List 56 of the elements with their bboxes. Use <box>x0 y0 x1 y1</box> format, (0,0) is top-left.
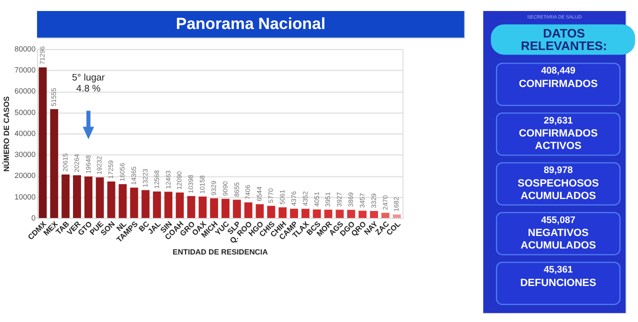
data-label: 29,631 <box>544 115 574 126</box>
bar <box>84 176 92 218</box>
bar <box>73 175 82 218</box>
bar <box>278 207 287 218</box>
y-tick-label: 80000 <box>14 44 36 54</box>
bar <box>164 192 172 218</box>
bar <box>130 188 138 218</box>
bar <box>267 206 276 218</box>
bar <box>118 184 127 218</box>
y-tick-label: 10000 <box>14 192 36 202</box>
bar <box>336 210 344 218</box>
category-label: CONFIRMADOS ACTIVOS <box>518 128 598 152</box>
bar <box>370 210 378 218</box>
data-label: 45,361 <box>544 264 574 276</box>
bar <box>210 198 218 218</box>
y-tick-label: 20000 <box>14 171 36 180</box>
y-tick-label: 40000 <box>14 128 36 138</box>
bar <box>107 182 116 218</box>
y-tick-label: 70000 <box>14 66 36 75</box>
bar <box>198 196 207 218</box>
bar <box>152 191 161 218</box>
bar <box>347 210 356 218</box>
bar <box>301 208 310 218</box>
bar <box>256 204 264 218</box>
bar <box>358 210 367 218</box>
bar <box>222 198 230 218</box>
bar <box>290 208 298 218</box>
y-tick-label: 50000 <box>14 108 36 117</box>
bar <box>381 212 390 218</box>
bar <box>62 174 70 218</box>
y-tick-label: 60000 <box>14 86 36 96</box>
annotation: 5° lugar 4.8 % <box>72 72 105 95</box>
y-tick-label: 0 <box>31 213 36 222</box>
y-tick-label: 30000 <box>14 150 36 160</box>
bar <box>232 200 241 218</box>
data-label: 408,449 <box>541 66 576 77</box>
bar <box>244 202 252 218</box>
bar <box>324 210 332 218</box>
bar <box>50 109 58 218</box>
bar <box>187 196 196 218</box>
category-label: SOSPECHOSOS ACUMULADOS <box>518 178 599 202</box>
data-label: 455,087 <box>541 214 576 226</box>
bar <box>312 209 321 218</box>
bar <box>392 214 401 218</box>
category-label: NEGATIVOS ACUMULADOS <box>520 228 596 252</box>
y-axis-title: NÚMERO DE CASOS <box>2 96 11 172</box>
bar <box>142 190 150 218</box>
category-label: CONFIRMADOS <box>518 78 598 90</box>
data-label: 89,978 <box>544 165 573 176</box>
x-axis-title: ENTIDAD DE RESIDENCIA <box>172 248 268 257</box>
bar <box>176 192 184 218</box>
text: DATOS RELEVANTES: <box>520 26 607 53</box>
bar <box>96 177 104 218</box>
bar <box>38 67 47 218</box>
category-label: DEFUNCIONES <box>520 278 596 289</box>
chart-title: Panorama Nacional <box>176 15 326 34</box>
